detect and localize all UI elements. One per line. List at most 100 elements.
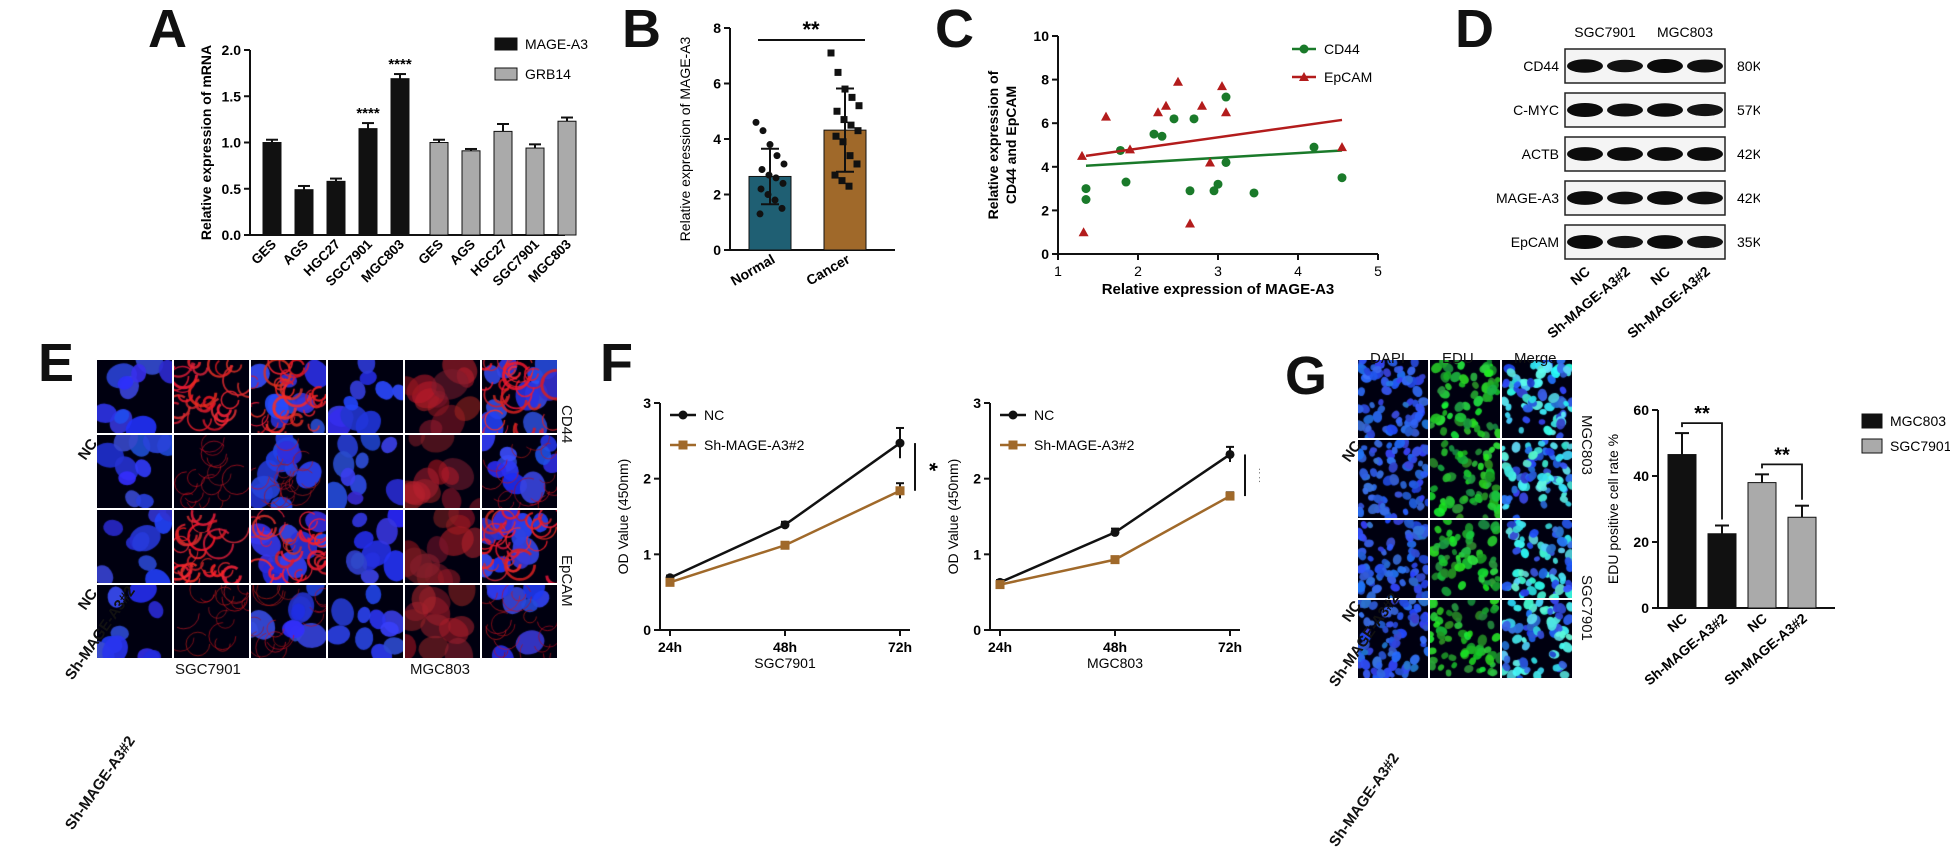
data-point (1161, 100, 1171, 110)
microscopy-tile (174, 585, 249, 658)
legend-marker (1008, 440, 1018, 450)
microscopy-tile (405, 435, 480, 508)
y-tick-label: 60 (1633, 402, 1649, 418)
series-line (999, 494, 1231, 586)
bar (326, 180, 346, 236)
data-point (756, 210, 764, 218)
data-point (831, 171, 839, 179)
x-tick-label: 3 (1214, 263, 1222, 279)
x-tick-label: 72h (888, 639, 912, 655)
legend-label: NC (704, 407, 724, 423)
y-tick-label: 2 (643, 471, 651, 487)
data-point (780, 540, 790, 550)
series-line (669, 442, 901, 579)
y-tick-label: 4 (713, 131, 721, 147)
data-point (1169, 114, 1179, 124)
bar (557, 120, 577, 236)
blot-band (1687, 191, 1723, 205)
y-tick-label: 1.0 (222, 135, 242, 151)
microscopy-tile (174, 360, 249, 433)
x-tick-label: 24h (658, 639, 682, 655)
microscopy-marker-label: CD44 (558, 405, 575, 444)
blot-band (1607, 103, 1643, 117)
legend-marker (1008, 410, 1018, 420)
microscopy-tile (251, 510, 326, 583)
data-point (1185, 218, 1195, 228)
blot-lane-label: NC (1567, 263, 1593, 288)
y-tick-label: 6 (1041, 115, 1049, 131)
data-point (780, 520, 790, 530)
microscopy-tile (1430, 360, 1500, 438)
microscopy-marker-label: EpCAM (558, 555, 575, 607)
legend-swatch (494, 67, 518, 81)
data-point (1337, 142, 1347, 152)
microscopy-tile (405, 360, 480, 433)
blot-protein-label: EpCAM (1511, 234, 1559, 250)
data-point (780, 160, 788, 168)
data-point (845, 182, 853, 190)
microscopy-cellline-label: MGC803 (1578, 415, 1595, 476)
data-point (758, 166, 766, 174)
microscopy-tile (1502, 600, 1572, 678)
western-blot-panel-d: SGC7901 MGC803 CD44 80KD C-MYC 57KD ACTB 42KD MA… (1496, 24, 1760, 341)
data-point (854, 127, 862, 135)
blot-protein-label: C-MYC (1513, 102, 1559, 118)
y-axis-label-line2: CD44 and EpCAM (1003, 86, 1019, 204)
blot-band (1567, 103, 1603, 117)
regression-line (1085, 149, 1343, 167)
data-point (1221, 157, 1231, 167)
blot-lane-label: NC (1647, 263, 1673, 288)
data-point (1078, 227, 1089, 237)
data-point (665, 577, 675, 587)
data-point (778, 204, 786, 212)
microscopy-tile (328, 360, 403, 433)
microscopy-tile (1358, 520, 1428, 598)
legend-swatch (494, 37, 518, 51)
legend-label: NC (1034, 407, 1054, 423)
significance-bracket (1761, 463, 1803, 500)
panel-letter-c: C (935, 0, 974, 59)
chart-panel-a: 0.0 0.5 1.0 1.5 2.0 Relative expression of mR… (198, 36, 588, 289)
blot-size-label: 35KD (1737, 234, 1760, 250)
y-tick-label: 1.5 (222, 88, 242, 104)
data-point (1205, 157, 1215, 167)
data-point (1217, 81, 1227, 91)
blot-band (1687, 59, 1723, 73)
x-tick-label: Normal (728, 251, 778, 289)
y-tick-label: 2 (973, 471, 981, 487)
data-point (1101, 111, 1111, 121)
data-point (757, 185, 765, 193)
bar (493, 130, 513, 236)
bar (358, 128, 378, 236)
blot-band (1687, 103, 1723, 117)
x-tick-label: 5 (1374, 263, 1382, 279)
microscopy-tile (405, 585, 480, 658)
y-tick-label: 8 (1041, 72, 1049, 88)
microscopy-tile (251, 435, 326, 508)
y-tick-label: 3 (973, 395, 981, 411)
microscopy-tile (97, 360, 172, 433)
microscopy-tile (1502, 440, 1572, 518)
data-point (895, 438, 905, 448)
y-tick-label: 0 (1041, 246, 1049, 262)
legend-label: MAGE-A3 (525, 36, 588, 52)
blot-band (1607, 147, 1643, 161)
microscopy-row-label: Sh-MAGE-A3#2 (1325, 750, 1403, 850)
blot-protein-label: CD44 (1523, 58, 1559, 74)
data-point (839, 138, 847, 146)
x-axis-label: MGC803 (1087, 655, 1143, 671)
y-tick-label: 0 (643, 622, 651, 638)
data-point (1121, 177, 1131, 187)
data-point (1309, 142, 1319, 152)
series-line (669, 489, 901, 584)
blot-column-label: SGC7901 (1574, 24, 1636, 40)
data-point (841, 85, 849, 93)
significance-bracket (1681, 422, 1723, 520)
regression-line (1085, 118, 1343, 158)
data-point (855, 102, 863, 110)
microscopy-tile (97, 435, 172, 508)
y-tick-label: 2 (1041, 202, 1049, 218)
data-point (1197, 100, 1207, 110)
panel-letter-b: B (622, 0, 661, 59)
chart-panel-f-sgc7901: 0 1 2 3 24h 48h 72h SGC7901 OD Value (450nm) NC Sh… (615, 395, 940, 671)
